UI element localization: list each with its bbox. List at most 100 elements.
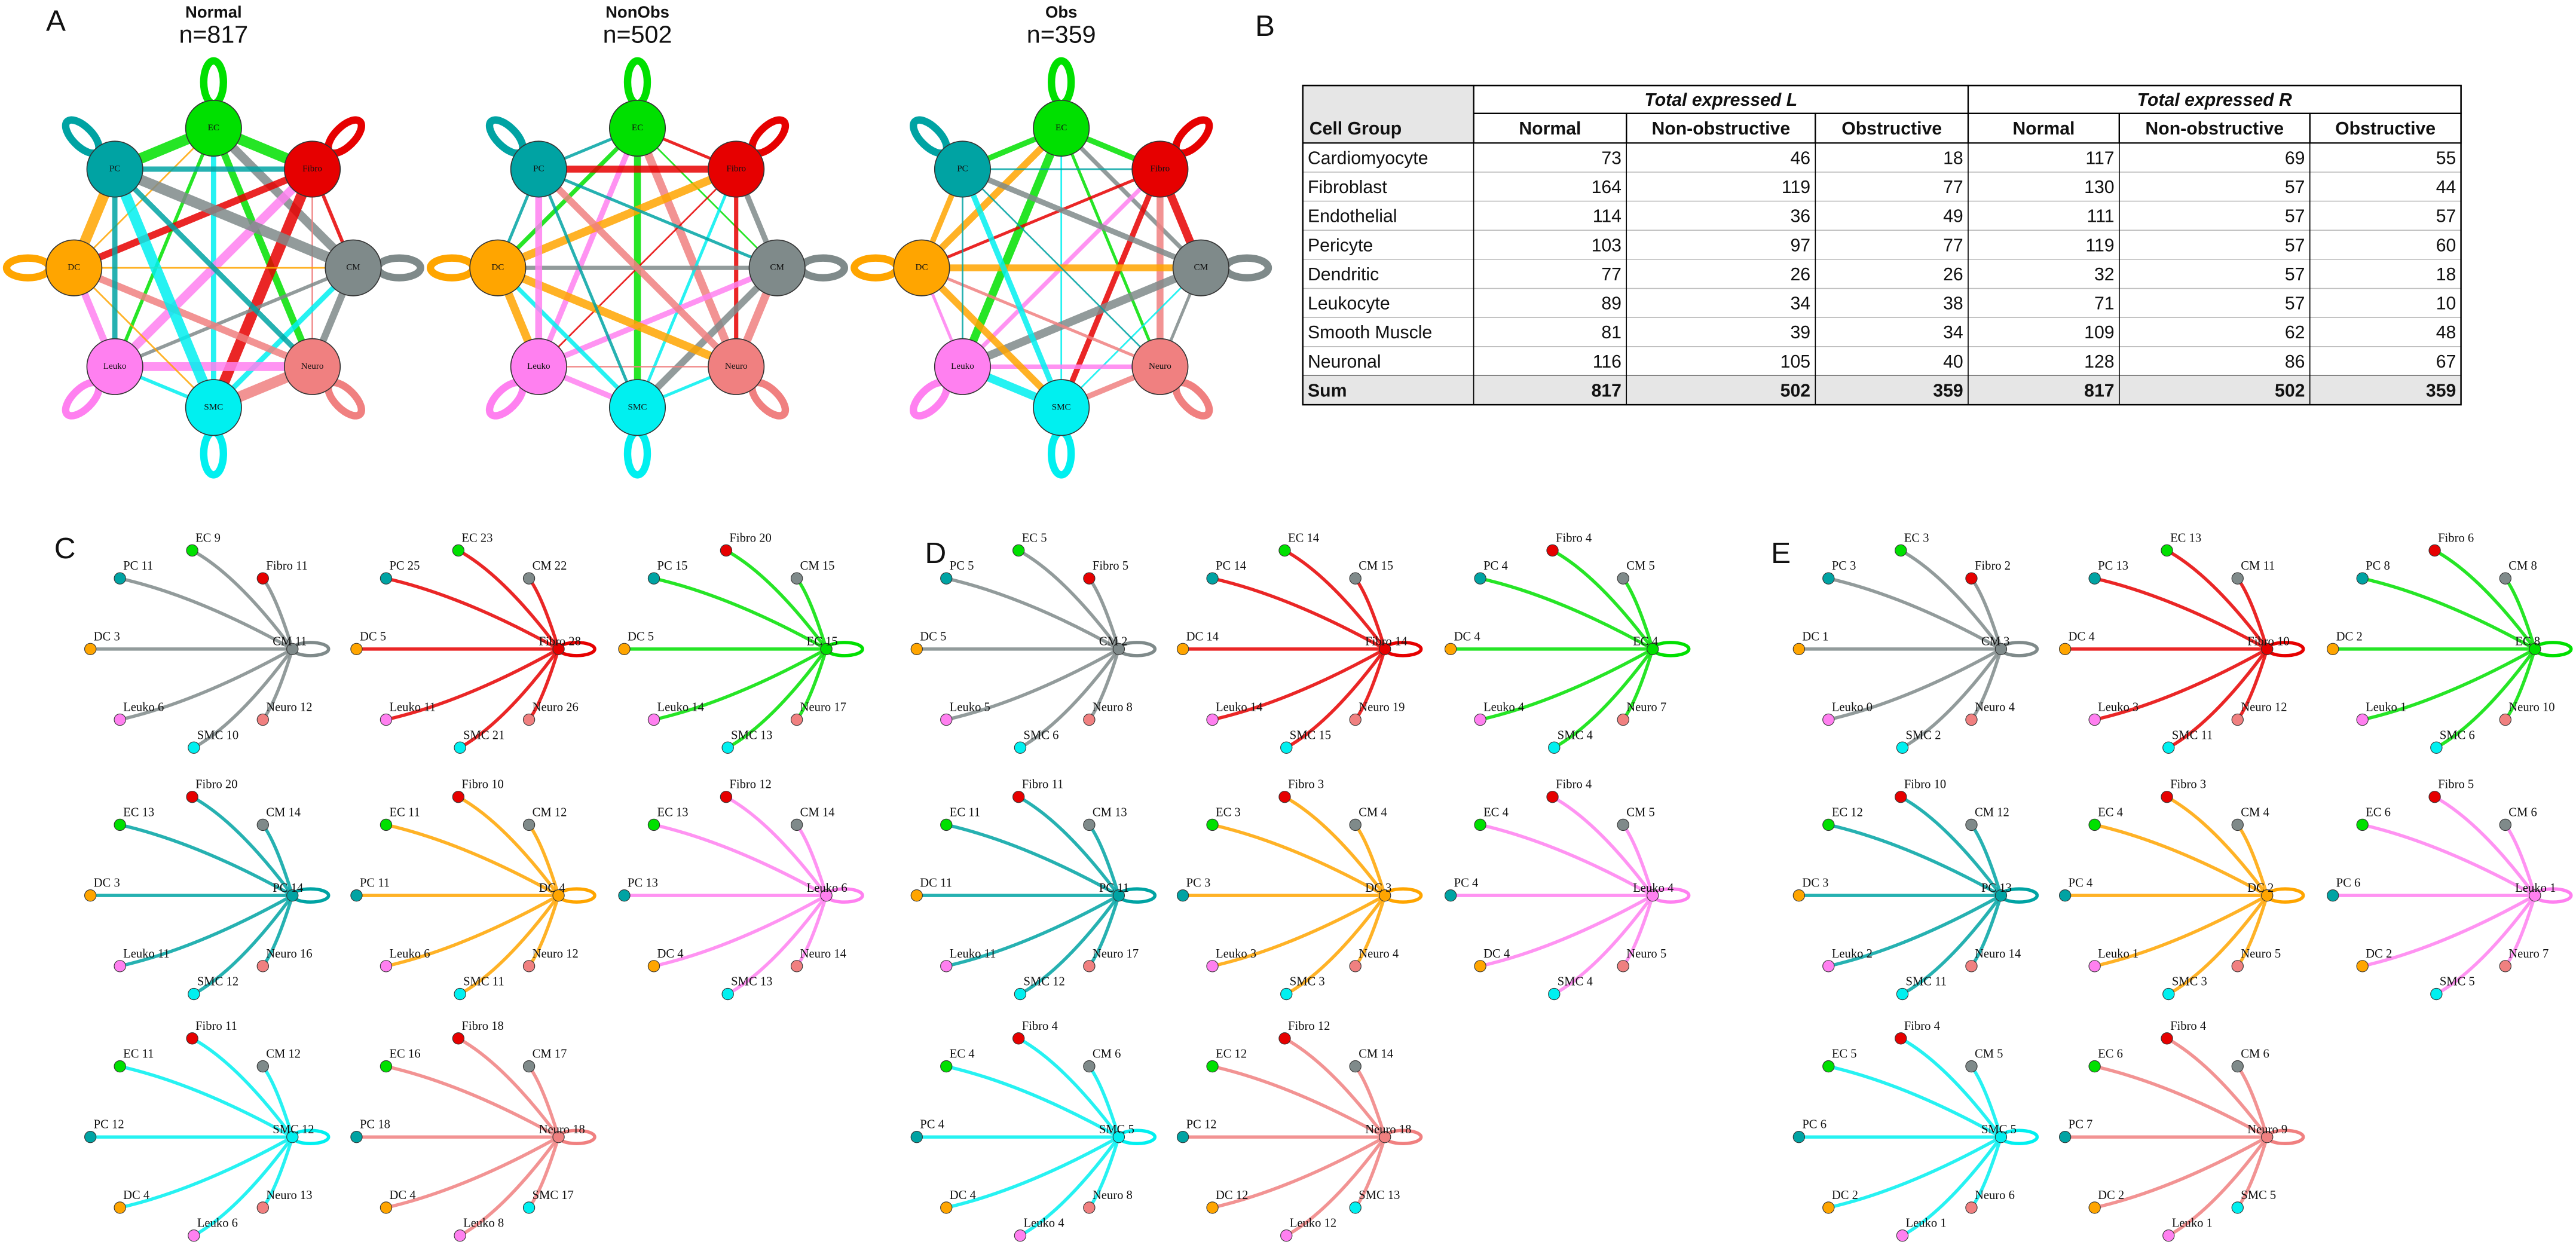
- panel-label: E: [1771, 537, 1791, 570]
- cell-value: 86: [2285, 352, 2305, 372]
- cell-value: 111: [2087, 207, 2115, 227]
- node: [1548, 741, 1561, 754]
- edge: [459, 894, 560, 996]
- node-label: PC 18: [360, 1118, 390, 1131]
- node-label: Leuko 11: [123, 947, 170, 961]
- node-label: EC 4: [950, 1048, 975, 1061]
- edge: [1017, 549, 1121, 650]
- node-label: Neuro 17: [800, 701, 846, 714]
- node-label: Leuko 1: [1906, 1217, 1947, 1230]
- circle-plot: EC 4 Fibro 4 CM 5 PC 4 DC 4 SMC 4 Neuro 5 Leuko…: [1444, 778, 1691, 1001]
- cell-value: 81: [1601, 323, 1622, 342]
- node-label: EC 3: [1904, 531, 1929, 545]
- row-label: Dendritic: [1308, 265, 1379, 285]
- node: [1012, 544, 1025, 557]
- sender-node: [1994, 889, 2008, 902]
- node: [940, 1201, 953, 1214]
- edge: [457, 549, 560, 650]
- edge: [653, 823, 827, 897]
- node-label: EC 13: [123, 806, 154, 819]
- network-edge: [962, 168, 1161, 368]
- cell-value: 117: [2085, 148, 2114, 168]
- cell-value: 40: [1943, 352, 1963, 372]
- circle-plot: EC 12 Fibro 12 CM 14 PC 12 DC 12 Leuko 12 SMC …: [1176, 1020, 1423, 1242]
- node: [2088, 1201, 2101, 1214]
- node-label: Neuro 13: [266, 1189, 312, 1202]
- panel-label: C: [54, 532, 76, 565]
- network-node: [708, 140, 765, 198]
- network-edge: [636, 168, 738, 408]
- node-label: Fibro 11: [195, 1020, 237, 1033]
- network-node-label: Neuro: [301, 362, 324, 371]
- edge: [2166, 549, 2269, 650]
- node: [2162, 987, 2175, 1001]
- sender-node: [552, 889, 565, 902]
- node-label: Fibro 10: [1904, 778, 1946, 791]
- column-header: Normal: [1519, 119, 1581, 139]
- node-label: Fibro 5: [2438, 778, 2474, 791]
- network-node-label: DC: [916, 263, 928, 273]
- node-label: Neuro 5: [2241, 947, 2281, 961]
- network-count: n=502: [603, 20, 672, 48]
- node: [1349, 713, 1362, 726]
- header-text: Cell Group: [1310, 119, 1402, 139]
- node-label: CM 13: [1093, 806, 1127, 819]
- cell-value: 89: [1601, 294, 1622, 314]
- node: [2499, 572, 2511, 585]
- node-label: Fibro 10: [461, 778, 503, 791]
- network-node-label: EC: [632, 123, 643, 133]
- sender-node: [1112, 1131, 1125, 1143]
- node: [940, 572, 953, 585]
- network-node-label: SMC: [628, 402, 647, 412]
- panel-label: D: [925, 537, 947, 570]
- cell-value: 817: [2084, 381, 2114, 401]
- edge: [727, 894, 828, 996]
- node-label: Neuro 6: [1975, 1189, 2015, 1202]
- node: [256, 1060, 269, 1073]
- node: [1176, 643, 1189, 656]
- edge: [946, 1065, 1120, 1139]
- network-edge: [537, 168, 639, 408]
- edge: [946, 576, 1120, 651]
- node: [522, 1201, 536, 1214]
- node: [910, 1131, 923, 1143]
- cell-value: 77: [1943, 236, 1963, 255]
- network-node-label: PC: [109, 164, 120, 173]
- cell-value: 18: [2436, 265, 2456, 285]
- node-label: PC 11: [360, 877, 390, 890]
- node-label: EC 5: [1832, 1048, 1857, 1061]
- node: [2499, 960, 2511, 972]
- node: [1280, 1229, 1293, 1242]
- node: [522, 1060, 536, 1073]
- cell-value: 18: [1943, 148, 1963, 168]
- node: [1083, 818, 1096, 831]
- node: [2499, 713, 2511, 726]
- network-edge: [109, 167, 219, 410]
- node-label: EC 23: [461, 531, 492, 545]
- edge: [120, 576, 293, 651]
- node-label: PC 11: [123, 559, 153, 573]
- sender-label: PC 14: [273, 882, 303, 895]
- node-label: SMC 21: [463, 729, 504, 742]
- edge: [1285, 648, 1387, 750]
- node-label: Neuro 12: [2241, 701, 2287, 714]
- node: [114, 960, 126, 972]
- network-node: [893, 239, 950, 296]
- node-label: SMC 2: [1906, 729, 1941, 742]
- edge: [727, 648, 828, 750]
- node-label: DC 2: [2336, 630, 2363, 643]
- edge: [120, 1065, 293, 1139]
- cell-value: 71: [2094, 294, 2115, 314]
- column-header: Obstructive: [1841, 119, 1942, 139]
- node-label: DC 5: [920, 630, 946, 643]
- node-label: PC 4: [920, 1118, 944, 1131]
- node-label: DC 2: [2366, 947, 2392, 961]
- cell-value: 114: [1593, 207, 1622, 227]
- edge: [2362, 576, 2536, 651]
- cell-value: 44: [2436, 178, 2456, 197]
- edge: [725, 549, 828, 650]
- node-label: Leuko 4: [1483, 701, 1524, 714]
- node: [114, 713, 126, 726]
- node: [256, 1201, 269, 1214]
